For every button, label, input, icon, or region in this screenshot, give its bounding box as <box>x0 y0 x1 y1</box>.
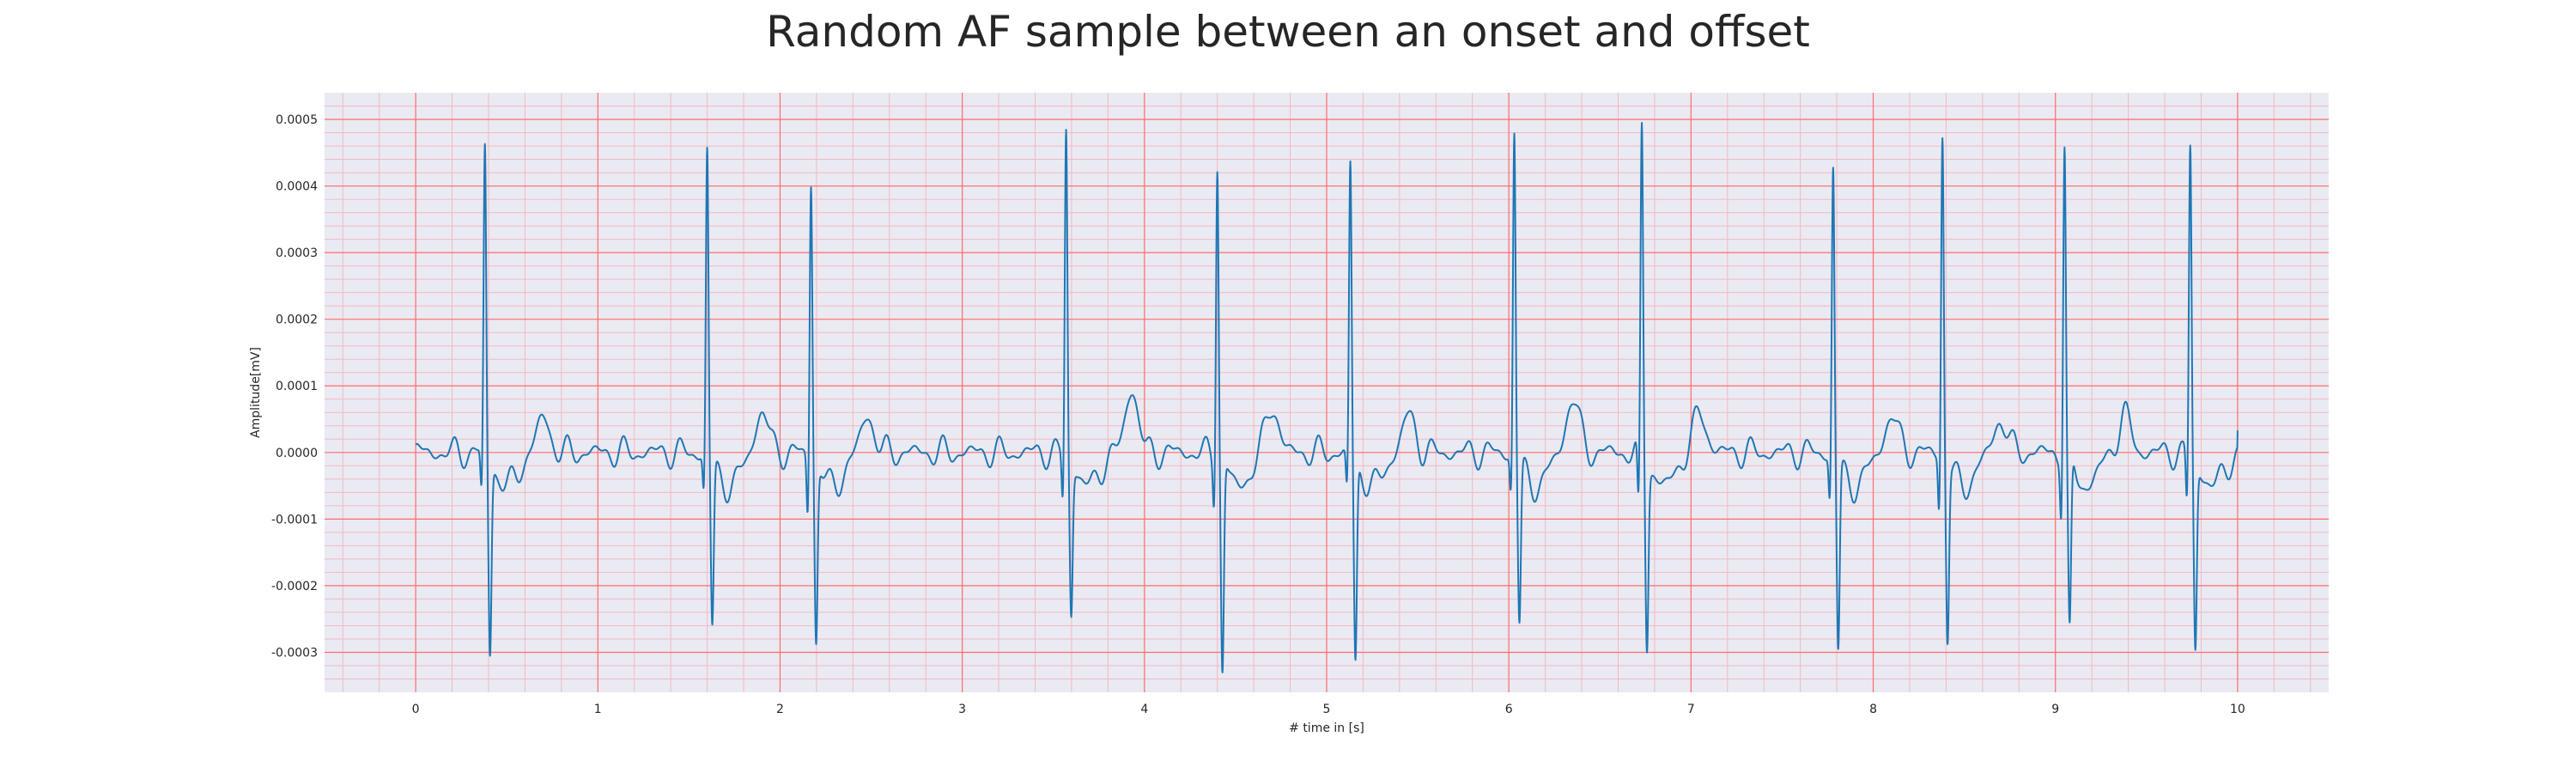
y-tick-label: -0.0003 <box>271 646 318 660</box>
y-tick-label: 0.0001 <box>276 380 318 393</box>
x-tick-label: 8 <box>1869 703 1877 716</box>
x-tick-label: 4 <box>1140 703 1148 716</box>
y-tick-label: 0.0003 <box>276 247 318 260</box>
x-tick-label: 6 <box>1505 703 1513 716</box>
y-tick-label: 0.0000 <box>276 447 318 460</box>
x-tick-label: 5 <box>1323 703 1331 716</box>
y-tick-label: -0.0002 <box>271 580 318 593</box>
y-tick-label: 0.0004 <box>276 180 318 194</box>
y-axis-ticks: -0.0003 -0.0002 -0.0001 0.0000 0.0001 0.0002 0… <box>271 113 318 660</box>
y-tick-label: 0.0005 <box>276 113 318 127</box>
x-tick-label: 7 <box>1687 703 1695 716</box>
y-tick-label: 0.0002 <box>276 313 318 327</box>
x-tick-label: 0 <box>412 703 420 716</box>
x-tick-label: 3 <box>958 703 966 716</box>
major-grid <box>325 93 2329 692</box>
x-tick-label: 1 <box>594 703 602 716</box>
x-tick-label: 10 <box>2230 703 2245 716</box>
x-axis-label: # time in [s] <box>1289 721 1364 735</box>
y-tick-label: -0.0001 <box>271 513 318 526</box>
x-tick-label: 2 <box>776 703 784 716</box>
x-tick-label: 9 <box>2051 703 2059 716</box>
chart-title: Random AF sample between an onset and of… <box>766 7 1810 57</box>
ecg-series-line <box>415 122 2239 673</box>
y-axis-label: Amplitude[mV] <box>249 347 263 438</box>
x-axis-ticks: 0 1 2 3 4 5 6 7 8 9 10 <box>412 703 2245 716</box>
series-group <box>415 122 2239 673</box>
